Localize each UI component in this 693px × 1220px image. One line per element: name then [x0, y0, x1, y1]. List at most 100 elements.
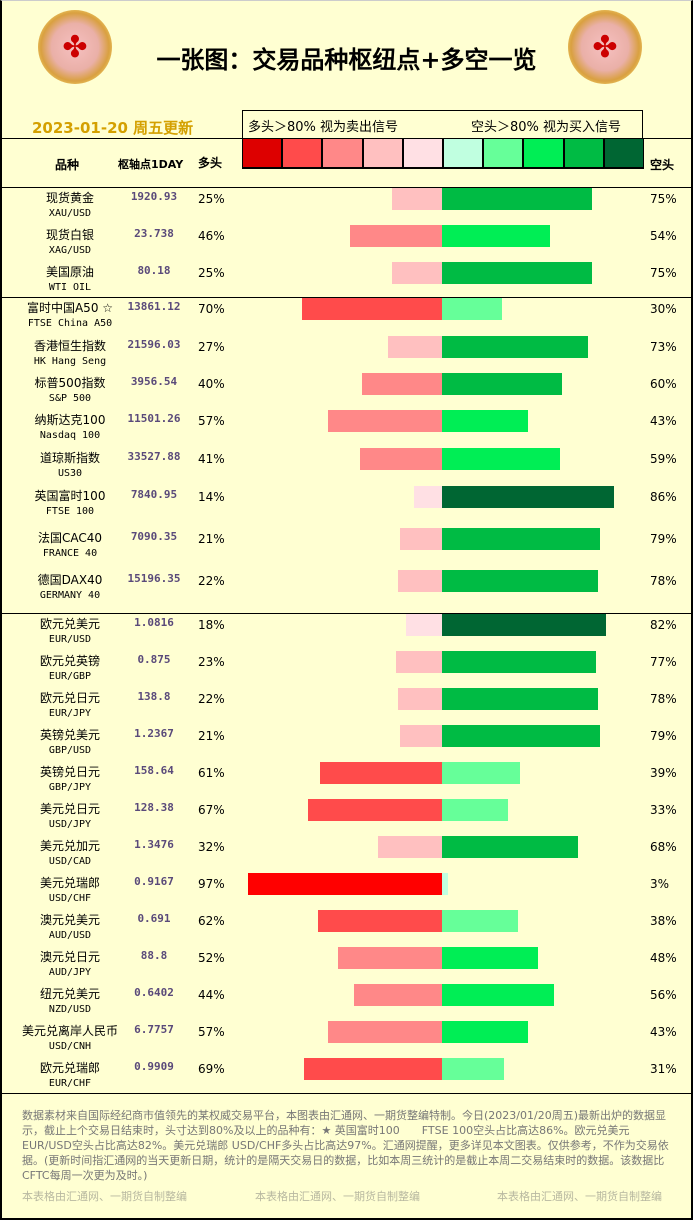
- scale-swatch: [283, 139, 324, 167]
- short-percent: 60%: [650, 377, 677, 391]
- instrument-code: Nasdaq 100: [39, 430, 101, 441]
- instrument-code: AUD/JPY: [48, 967, 92, 978]
- short-bar: [442, 410, 528, 432]
- long-bar: [308, 799, 442, 821]
- watermark: 本表格由汇通网、一期货自制整编: [22, 1190, 187, 1203]
- legend-short: 空头＞80% 视为买入信号: [471, 120, 622, 135]
- pivot-value: 80.18: [137, 264, 171, 277]
- short-percent: 31%: [650, 1062, 677, 1076]
- short-percent: 43%: [650, 1025, 677, 1039]
- instrument-name: 纽元兑美元 NZD/USD: [10, 986, 130, 1018]
- instrument-cn: 德国DAX40: [37, 573, 103, 587]
- scale-swatch: [564, 139, 605, 167]
- header-long: 多头: [198, 156, 223, 170]
- short-percent: 78%: [650, 574, 677, 588]
- scale-swatch: [604, 139, 644, 167]
- long-bar: [354, 984, 442, 1006]
- instrument-cn: 英国富时100: [34, 489, 106, 503]
- long-bar: [398, 688, 442, 710]
- instrument-code: HK Hang Seng: [33, 356, 107, 367]
- table-row: 欧元兑瑞郎 EUR/CHF 0.9909 69% 31%: [0, 1058, 693, 1095]
- long-percent: 40%: [198, 377, 225, 391]
- instrument-code: FTSE 100: [45, 506, 95, 517]
- short-percent: 75%: [650, 192, 677, 206]
- pivot-value: 6.7757: [134, 1023, 174, 1036]
- pivot-value: 33527.88: [127, 450, 181, 463]
- pivot-value: 21596.03: [127, 338, 181, 351]
- instrument-code: USD/CNH: [48, 1041, 92, 1052]
- instrument-code: XAG/USD: [48, 245, 92, 256]
- long-percent: 18%: [198, 618, 225, 632]
- scale-swatch: [363, 139, 404, 167]
- instrument-cn: 欧元兑瑞郎: [39, 1061, 100, 1075]
- short-bar: [442, 725, 600, 747]
- short-bar: [442, 448, 560, 470]
- short-bar: [442, 836, 578, 858]
- update-date: 2023-01-20 周五更新: [32, 119, 194, 137]
- pivot-value: 1920.93: [130, 190, 178, 203]
- long-bar: [378, 836, 442, 858]
- pivot-value: 1.0816: [134, 616, 174, 629]
- instrument-code: WTI OIL: [48, 282, 92, 293]
- scale-swatch: [444, 139, 485, 167]
- table-row: 富时中国A50 ☆ FTSE China A50 13861.12 70% 30%: [0, 298, 693, 335]
- table-row: 欧元兑日元 EUR/JPY 138.8 22% 78%: [0, 688, 693, 725]
- table-row: 纽元兑美元 NZD/USD 0.6402 44% 56%: [0, 984, 693, 1021]
- long-bar: [360, 448, 442, 470]
- table-row: 香港恒生指数 HK Hang Seng 21596.03 27% 73%: [0, 336, 693, 373]
- short-bar: [442, 373, 562, 395]
- pivot-value: 1.3476: [134, 838, 174, 851]
- instrument-code: XAU/USD: [48, 208, 92, 219]
- table-row: 英镑兑美元 GBP/USD 1.2367 21% 79%: [0, 725, 693, 762]
- table-row: 澳元兑日元 AUD/JPY 88.8 52% 48%: [0, 947, 693, 984]
- instrument-cn: 英镑兑日元: [39, 765, 100, 779]
- table-row: 欧元兑美元 EUR/USD 1.0816 18% 82%: [0, 614, 693, 651]
- instrument-cn: 标普500指数: [34, 376, 106, 390]
- long-bar: [302, 298, 442, 320]
- pivot-value: 23.738: [134, 227, 174, 240]
- pivot-value: 15196.35: [127, 572, 181, 585]
- instrument-name: 欧元兑瑞郎 EUR/CHF: [10, 1060, 130, 1092]
- short-percent: 79%: [650, 729, 677, 743]
- instrument-cn: 富时中国A50 ☆: [26, 301, 114, 315]
- pivot-value: 3956.54: [130, 375, 178, 388]
- watermark: 本表格由汇通网、一期货自制整编: [255, 1190, 420, 1203]
- short-percent: 75%: [650, 266, 677, 280]
- long-bar: [406, 614, 442, 636]
- instrument-name: 澳元兑日元 AUD/JPY: [10, 949, 130, 981]
- instrument-name: 英国富时100 FTSE 100: [10, 488, 130, 520]
- short-percent: 54%: [650, 229, 677, 243]
- pivot-value: 0.6402: [134, 986, 174, 999]
- pivot-value: 0.691: [137, 912, 171, 925]
- short-bar: [442, 762, 520, 784]
- table-row: 标普500指数 S&P 500 3956.54 40% 60%: [0, 373, 693, 410]
- long-bar: [388, 336, 442, 358]
- instrument-name: 欧元兑英镑 EUR/GBP: [10, 653, 130, 685]
- short-percent: 30%: [650, 302, 677, 316]
- instrument-cn: 纳斯达克100: [34, 413, 106, 427]
- long-percent: 41%: [198, 452, 225, 466]
- short-bar: [442, 298, 502, 320]
- instrument-name: 德国DAX40 GERMANY 40: [10, 572, 130, 604]
- header-name: 品种: [55, 158, 80, 172]
- divider: [0, 187, 693, 188]
- pivot-value: 7090.35: [130, 530, 178, 543]
- long-percent: 61%: [198, 766, 225, 780]
- divider: [0, 1093, 693, 1094]
- short-bar: [442, 688, 598, 710]
- scale-swatch: [484, 139, 525, 167]
- instrument-cn: 法国CAC40: [37, 531, 103, 545]
- instrument-name: 美国原油 WTI OIL: [10, 264, 130, 296]
- table-row: 澳元兑美元 AUD/USD 0.691 62% 38%: [0, 910, 693, 947]
- long-percent: 57%: [198, 1025, 225, 1039]
- instrument-name: 欧元兑美元 EUR/USD: [10, 616, 130, 648]
- instrument-name: 法国CAC40 FRANCE 40: [10, 530, 130, 562]
- instrument-cn: 香港恒生指数: [33, 339, 106, 353]
- short-percent: 39%: [650, 766, 677, 780]
- short-bar: [442, 225, 550, 247]
- instrument-cn: 欧元兑美元: [39, 617, 100, 631]
- short-bar: [442, 486, 614, 508]
- instrument-code: EUR/JPY: [48, 708, 92, 719]
- instrument-cn: 澳元兑日元: [39, 950, 100, 964]
